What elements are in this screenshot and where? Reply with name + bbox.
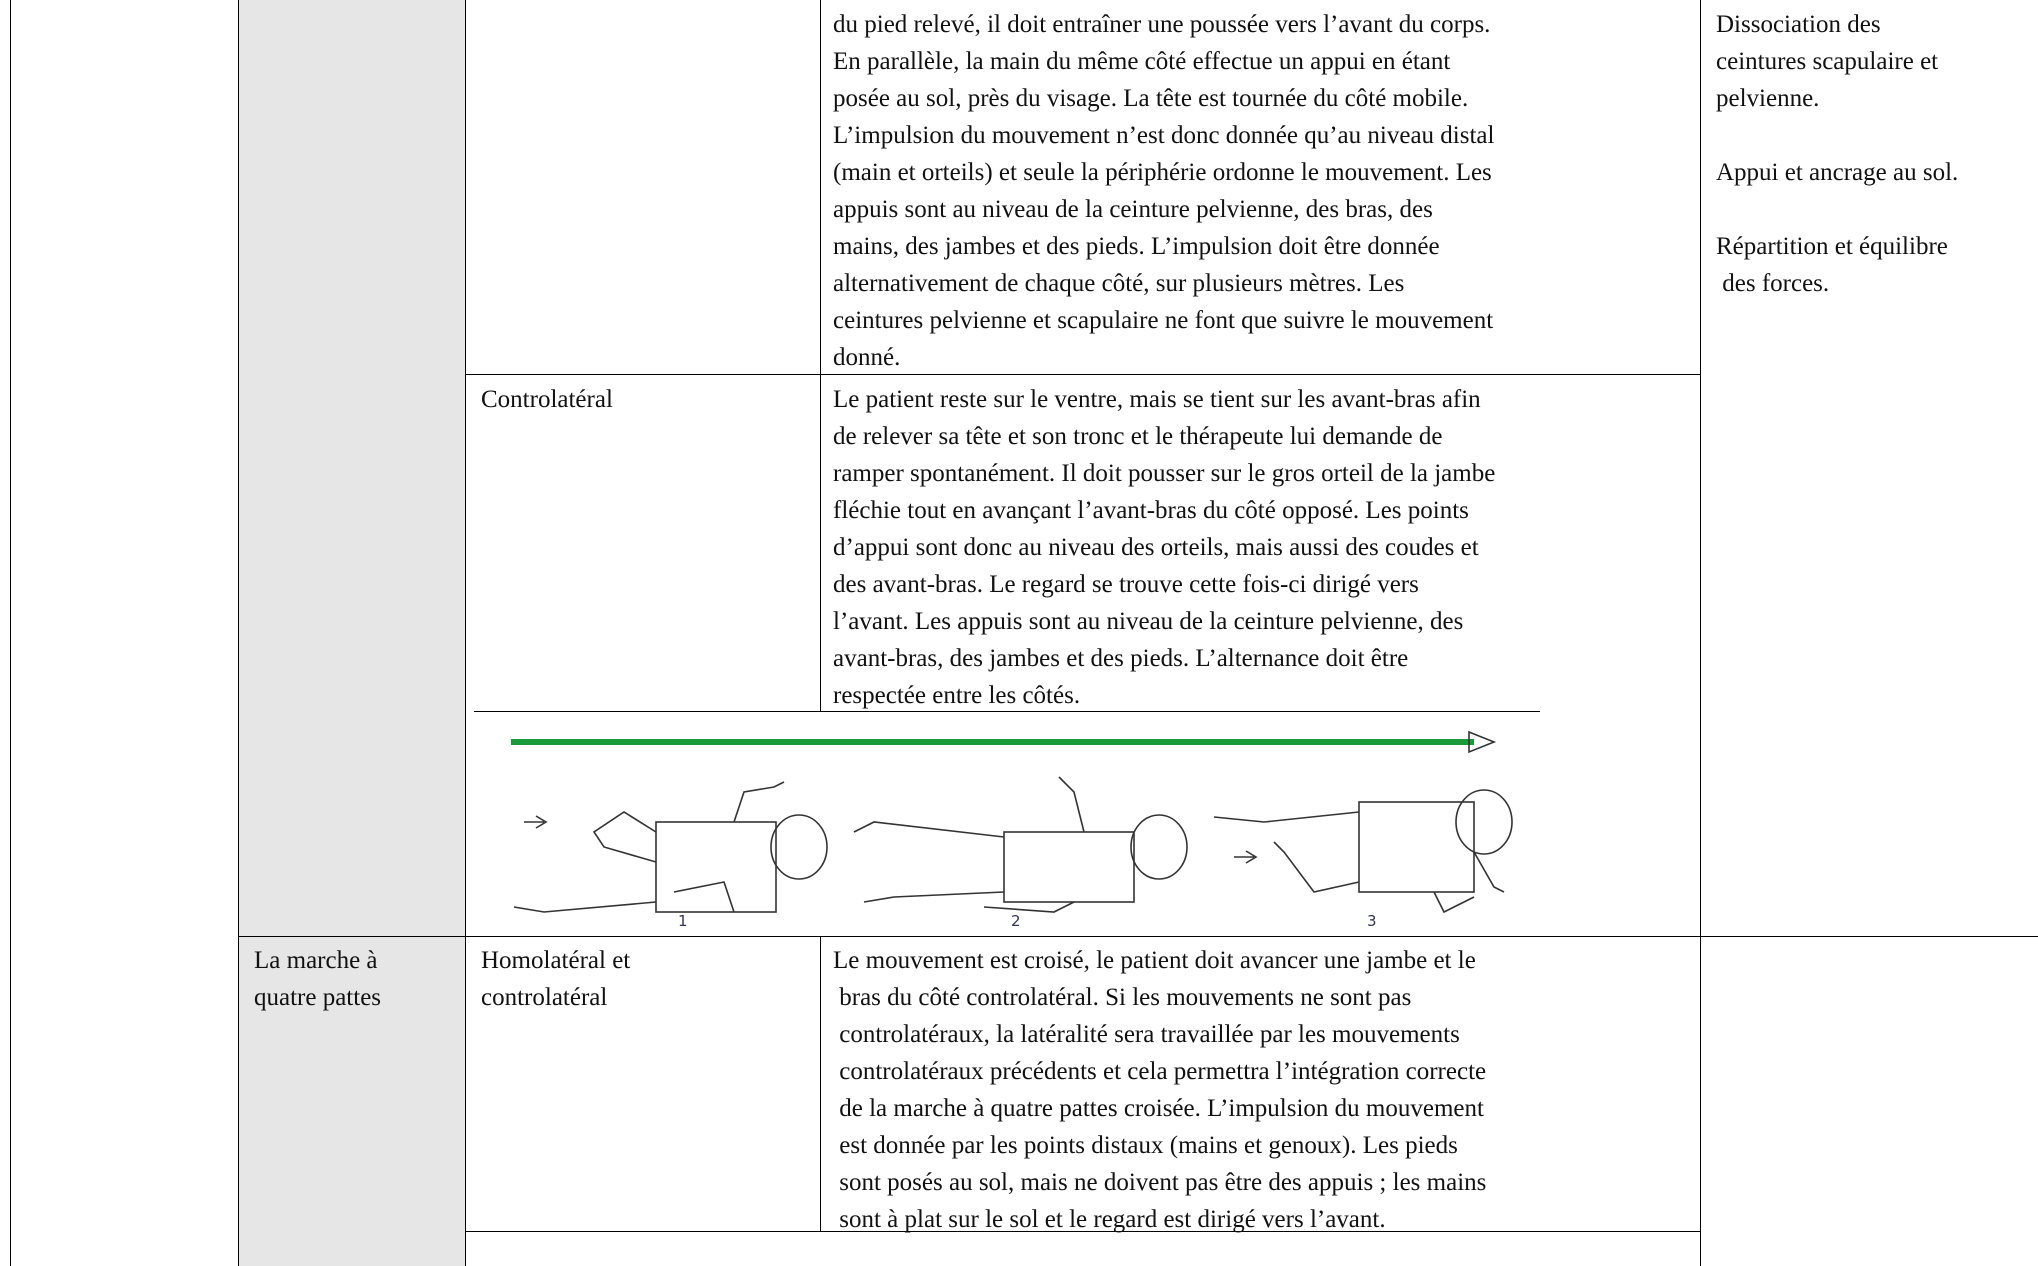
text-line: posée au sol, près du visage. La tête es… <box>833 85 1469 112</box>
border <box>820 0 821 711</box>
stage-column <box>238 0 465 1266</box>
text-line: Appui et ancrage au sol. <box>1716 159 1959 186</box>
text-line: ceintures pelvienne et scapulaire ne fon… <box>833 307 1494 334</box>
text-line: sont posés au sol, mais ne doivent pas ê… <box>833 1169 1487 1196</box>
text-line: l’avant. Les appuis sont au niveau de la… <box>833 608 1464 635</box>
border <box>1700 0 1701 1266</box>
movement-type: Controlatéral <box>481 386 613 413</box>
text-line: La marche à <box>254 947 378 974</box>
text-line: Le patient reste sur le ventre, mais se … <box>833 386 1481 413</box>
text-line <box>1716 117 1958 154</box>
text-line: fléchie tout en avançant l’avant-bras du… <box>833 497 1469 524</box>
text-line <box>1716 191 1958 228</box>
text-line: En parallèle, la main du même côté effec… <box>833 48 1451 75</box>
crawling-illustration: 1 2 3 <box>511 730 1513 930</box>
text-line: alternativement de chaque côté, sur plus… <box>833 270 1405 297</box>
text-line: de relever sa tête et son tronc et le th… <box>833 423 1443 450</box>
border <box>238 936 2038 937</box>
text-line: pelvienne. <box>1716 85 1820 112</box>
movement-type: Homolatéral et controlatéral <box>481 942 630 1016</box>
text-line: bras du côté controlatéral. Si les mouve… <box>833 984 1412 1011</box>
objectives: Dissociation des ceintures scapulaire et p… <box>1716 6 1958 302</box>
text-line: d’appui sont donc au niveau des orteils,… <box>833 534 1479 561</box>
text-line: avant-bras, des jambes et des pieds. L’a… <box>833 645 1409 672</box>
description: Le patient reste sur le ventre, mais se … <box>833 381 1495 714</box>
border <box>238 0 239 1266</box>
text-line: des avant-bras. Le regard se trouve cett… <box>833 571 1419 598</box>
text-line: Répartition et équilibre <box>1716 233 1948 260</box>
text-line: Dissociation des <box>1716 11 1881 38</box>
text-line: ceintures scapulaire et <box>1716 48 1939 75</box>
figure-1 <box>513 781 828 913</box>
figure-2 <box>853 776 1188 913</box>
figure-label: 1 <box>678 912 688 930</box>
figure-label: 2 <box>1011 912 1021 930</box>
arrow-head <box>1468 730 1497 754</box>
text-line: respectée entre les côtés. <box>833 682 1081 709</box>
border <box>474 711 1540 712</box>
figure-label: 3 <box>1367 912 1377 930</box>
border <box>820 936 821 1231</box>
text-line: sont à plat sur le sol et le regard est … <box>833 1206 1386 1233</box>
text-line: donné. <box>833 344 901 371</box>
description: du pied relevé, il doit entraîner une po… <box>833 6 1494 376</box>
text-line: appuis sont au niveau de la ceinture pel… <box>833 196 1433 223</box>
text-line: controlatéral <box>481 984 608 1011</box>
text-line: ramper spontanément. Il doit pousser sur… <box>833 460 1496 487</box>
border <box>10 0 11 1266</box>
text-line: des forces. <box>1716 270 1830 297</box>
text-line: quatre pattes <box>254 984 382 1011</box>
text-line: (main et orteils) et seule la périphérie… <box>833 159 1492 186</box>
figure-3 <box>1213 789 1513 914</box>
text-line: mains, des jambes et des pieds. L’impuls… <box>833 233 1440 260</box>
stage: La marche à quatre pattes <box>254 942 381 1016</box>
border <box>465 1231 1700 1232</box>
text-line: controlatéraux précédents et cela permet… <box>833 1058 1487 1085</box>
text-line: Le mouvement est croisé, le patient doit… <box>833 947 1476 974</box>
text-line: L’impulsion du mouvement n’est donc donn… <box>833 122 1495 149</box>
text-line: de la marche à quatre pattes croisée. L’… <box>833 1095 1484 1122</box>
border <box>465 0 466 1266</box>
text-line: du pied relevé, il doit entraîner une po… <box>833 11 1491 38</box>
text-line: Homolatéral et <box>481 947 631 974</box>
text-line: est donnée par les points distaux (mains… <box>833 1132 1458 1159</box>
text-line: controlatéraux, la latéralité sera trava… <box>833 1021 1460 1048</box>
border <box>465 374 1700 375</box>
description: Le mouvement est croisé, le patient doit… <box>833 942 1486 1238</box>
